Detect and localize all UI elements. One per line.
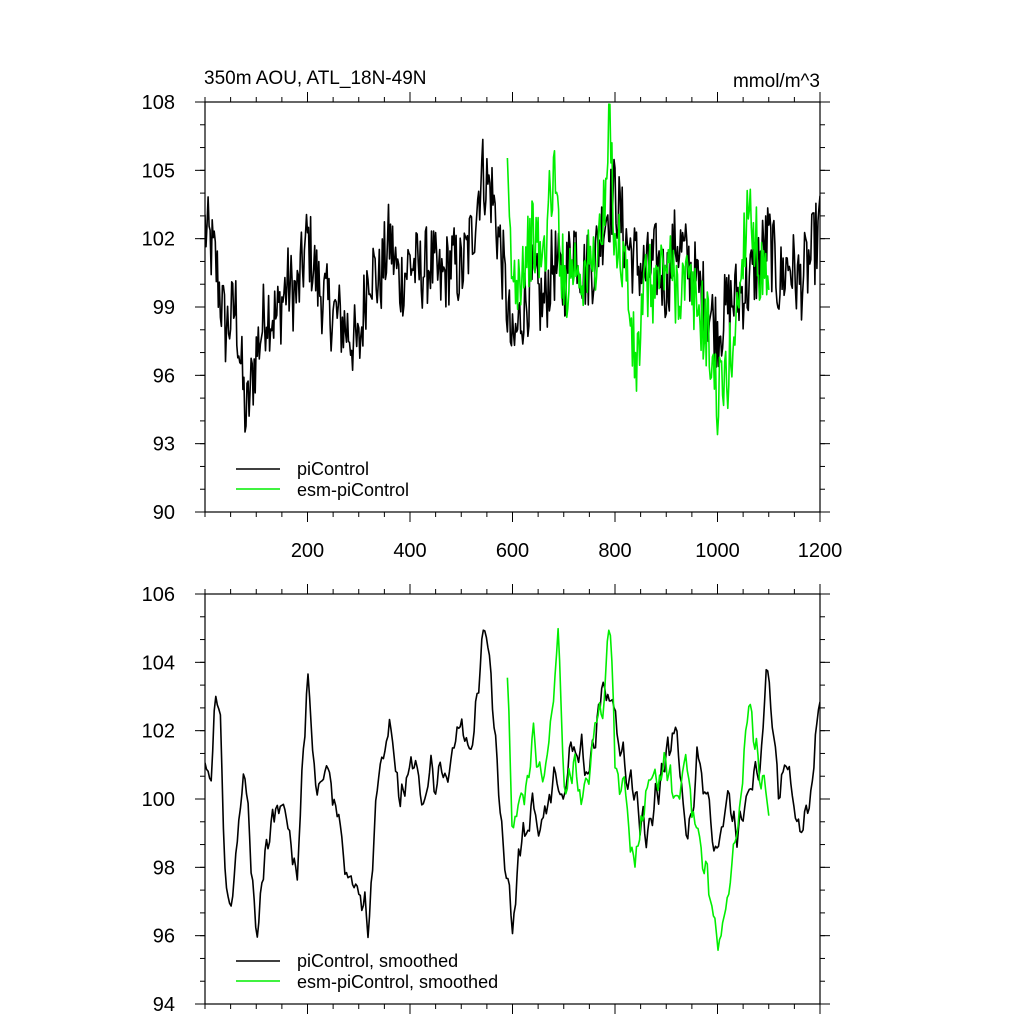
- top-series-esm-picontrol: [506, 103, 770, 436]
- top-y-tick-label: 90: [153, 502, 175, 524]
- top-x-tick-label: 1200: [798, 540, 843, 562]
- top-series-picontrol: [205, 138, 820, 433]
- top-y-tick-label: 96: [153, 365, 175, 387]
- bottom-y-tick-label: 102: [142, 721, 175, 743]
- legend-label-esm-picontrol: esm-piControl: [297, 480, 409, 500]
- legend-label-picontrol: piControl: [297, 459, 369, 479]
- bottom-y-tick-label: 94: [153, 994, 175, 1016]
- top-y-tick-label: 108: [142, 92, 175, 114]
- bottom-y-tick-label: 104: [142, 652, 175, 674]
- legend-label-esm-picontrol-smoothed: esm-piControl, smoothed: [297, 972, 498, 992]
- top-panel-title: 350m AOU, ATL_18N-49N: [204, 68, 426, 89]
- legend-label-picontrol-smoothed: piControl, smoothed: [297, 951, 458, 971]
- top-y-tick-label: 102: [142, 229, 175, 251]
- bottom-series-esm-picontrol-smoothed: [506, 627, 770, 952]
- bottom-y-tick-label: 100: [142, 789, 175, 811]
- top-x-tick-label: 600: [496, 540, 529, 562]
- bottom-y-tick-label: 106: [142, 584, 175, 606]
- bottom-y-tick-label: 98: [153, 857, 175, 879]
- top-x-tick-label: 1000: [695, 540, 740, 562]
- bottom-plot-frame: [204, 593, 821, 1005]
- bottom-panel: 94 96 98 100 102 104 106 piControl, smoothed e…: [142, 584, 830, 1016]
- top-legend: piControl esm-piControl: [236, 459, 409, 500]
- top-y-tick-label: 99: [153, 297, 175, 319]
- bottom-y-tick-label: 96: [153, 926, 175, 948]
- bottom-series-picontrol-smoothed: [205, 629, 820, 939]
- top-y-tick-label: 105: [142, 160, 175, 182]
- units-label: mmol/m^3: [733, 71, 820, 92]
- top-x-tick-label: 200: [291, 540, 324, 562]
- top-panel: 350m AOU, ATL_18N-49N mmol/m^3 90 93 96 99 1…: [142, 68, 843, 562]
- bottom-legend: piControl, smoothed esm-piControl, smoot…: [236, 951, 498, 992]
- top-x-tick-label: 400: [393, 540, 426, 562]
- top-x-tick-label: 800: [598, 540, 631, 562]
- top-y-tick-label: 93: [153, 434, 175, 456]
